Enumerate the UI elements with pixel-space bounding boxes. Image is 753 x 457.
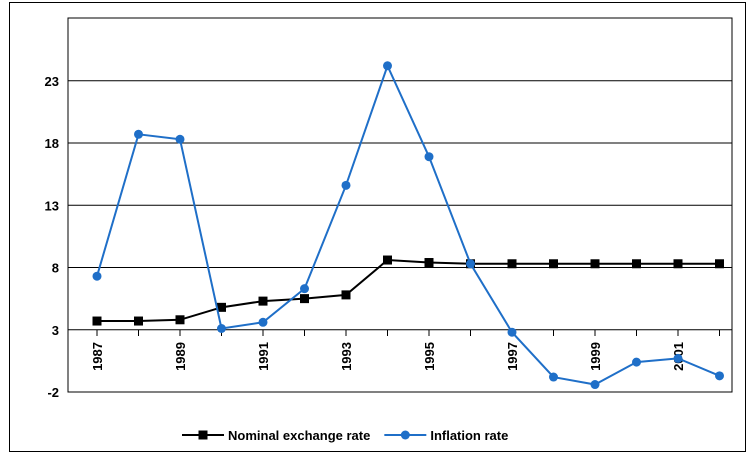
x-tick-label: 1987 [90, 342, 105, 371]
legend-label: Nominal exchange rate [228, 428, 370, 443]
data-point [134, 316, 143, 326]
data-point [549, 372, 558, 382]
data-point [549, 259, 558, 269]
x-tick-label: 1995 [422, 342, 437, 371]
y-tick-label: 23 [45, 74, 59, 89]
data-point [341, 290, 351, 300]
y-axis-ticks: -2 3 8 13 18 23 [45, 74, 59, 400]
legend-label: Inflation rate [430, 428, 508, 443]
series-line-0 [97, 259, 720, 323]
series-group [92, 61, 724, 390]
data-point [715, 259, 724, 269]
data-point [92, 271, 102, 281]
y-tick-label: 8 [52, 261, 59, 276]
data-point [590, 259, 600, 269]
data-point [341, 180, 351, 190]
y-tick-label: 18 [45, 136, 59, 151]
data-point [590, 380, 600, 390]
y-tick-label: 13 [45, 198, 59, 213]
data-point [217, 302, 226, 312]
data-point [300, 284, 309, 294]
data-point [217, 324, 226, 334]
x-tick-label: 1993 [339, 342, 354, 371]
y-tick-label: -2 [47, 385, 59, 400]
x-tick-label: 1989 [173, 342, 188, 371]
data-point [673, 353, 683, 363]
series-line-1 [96, 63, 720, 386]
legend: Nominal exchange rate Inflation rate [182, 428, 508, 443]
data-point [632, 259, 641, 269]
data-point [632, 357, 641, 367]
legend-marker [400, 430, 410, 440]
x-tick-label: 1997 [505, 342, 520, 371]
data-point [715, 371, 724, 381]
data-point [300, 294, 309, 304]
data-point [466, 259, 475, 269]
data-point [258, 296, 268, 306]
data-point [175, 134, 185, 144]
chart-frame [9, 2, 746, 452]
x-tick-label: 1991 [256, 342, 271, 371]
x-tick-label: 1999 [588, 342, 603, 371]
data-point [134, 129, 143, 139]
data-point [383, 255, 392, 265]
x-axis-ticks: 19871989199119931995199719992001 [90, 330, 720, 371]
data-point [92, 316, 102, 326]
data-point [507, 327, 517, 337]
data-point [175, 315, 185, 325]
data-point [673, 259, 683, 269]
data-point [507, 259, 517, 269]
data-point [424, 258, 434, 268]
data-point [383, 61, 392, 71]
data-point [258, 317, 268, 327]
y-tick-label: 3 [52, 323, 59, 338]
legend-marker [198, 430, 208, 440]
data-point [424, 152, 434, 162]
